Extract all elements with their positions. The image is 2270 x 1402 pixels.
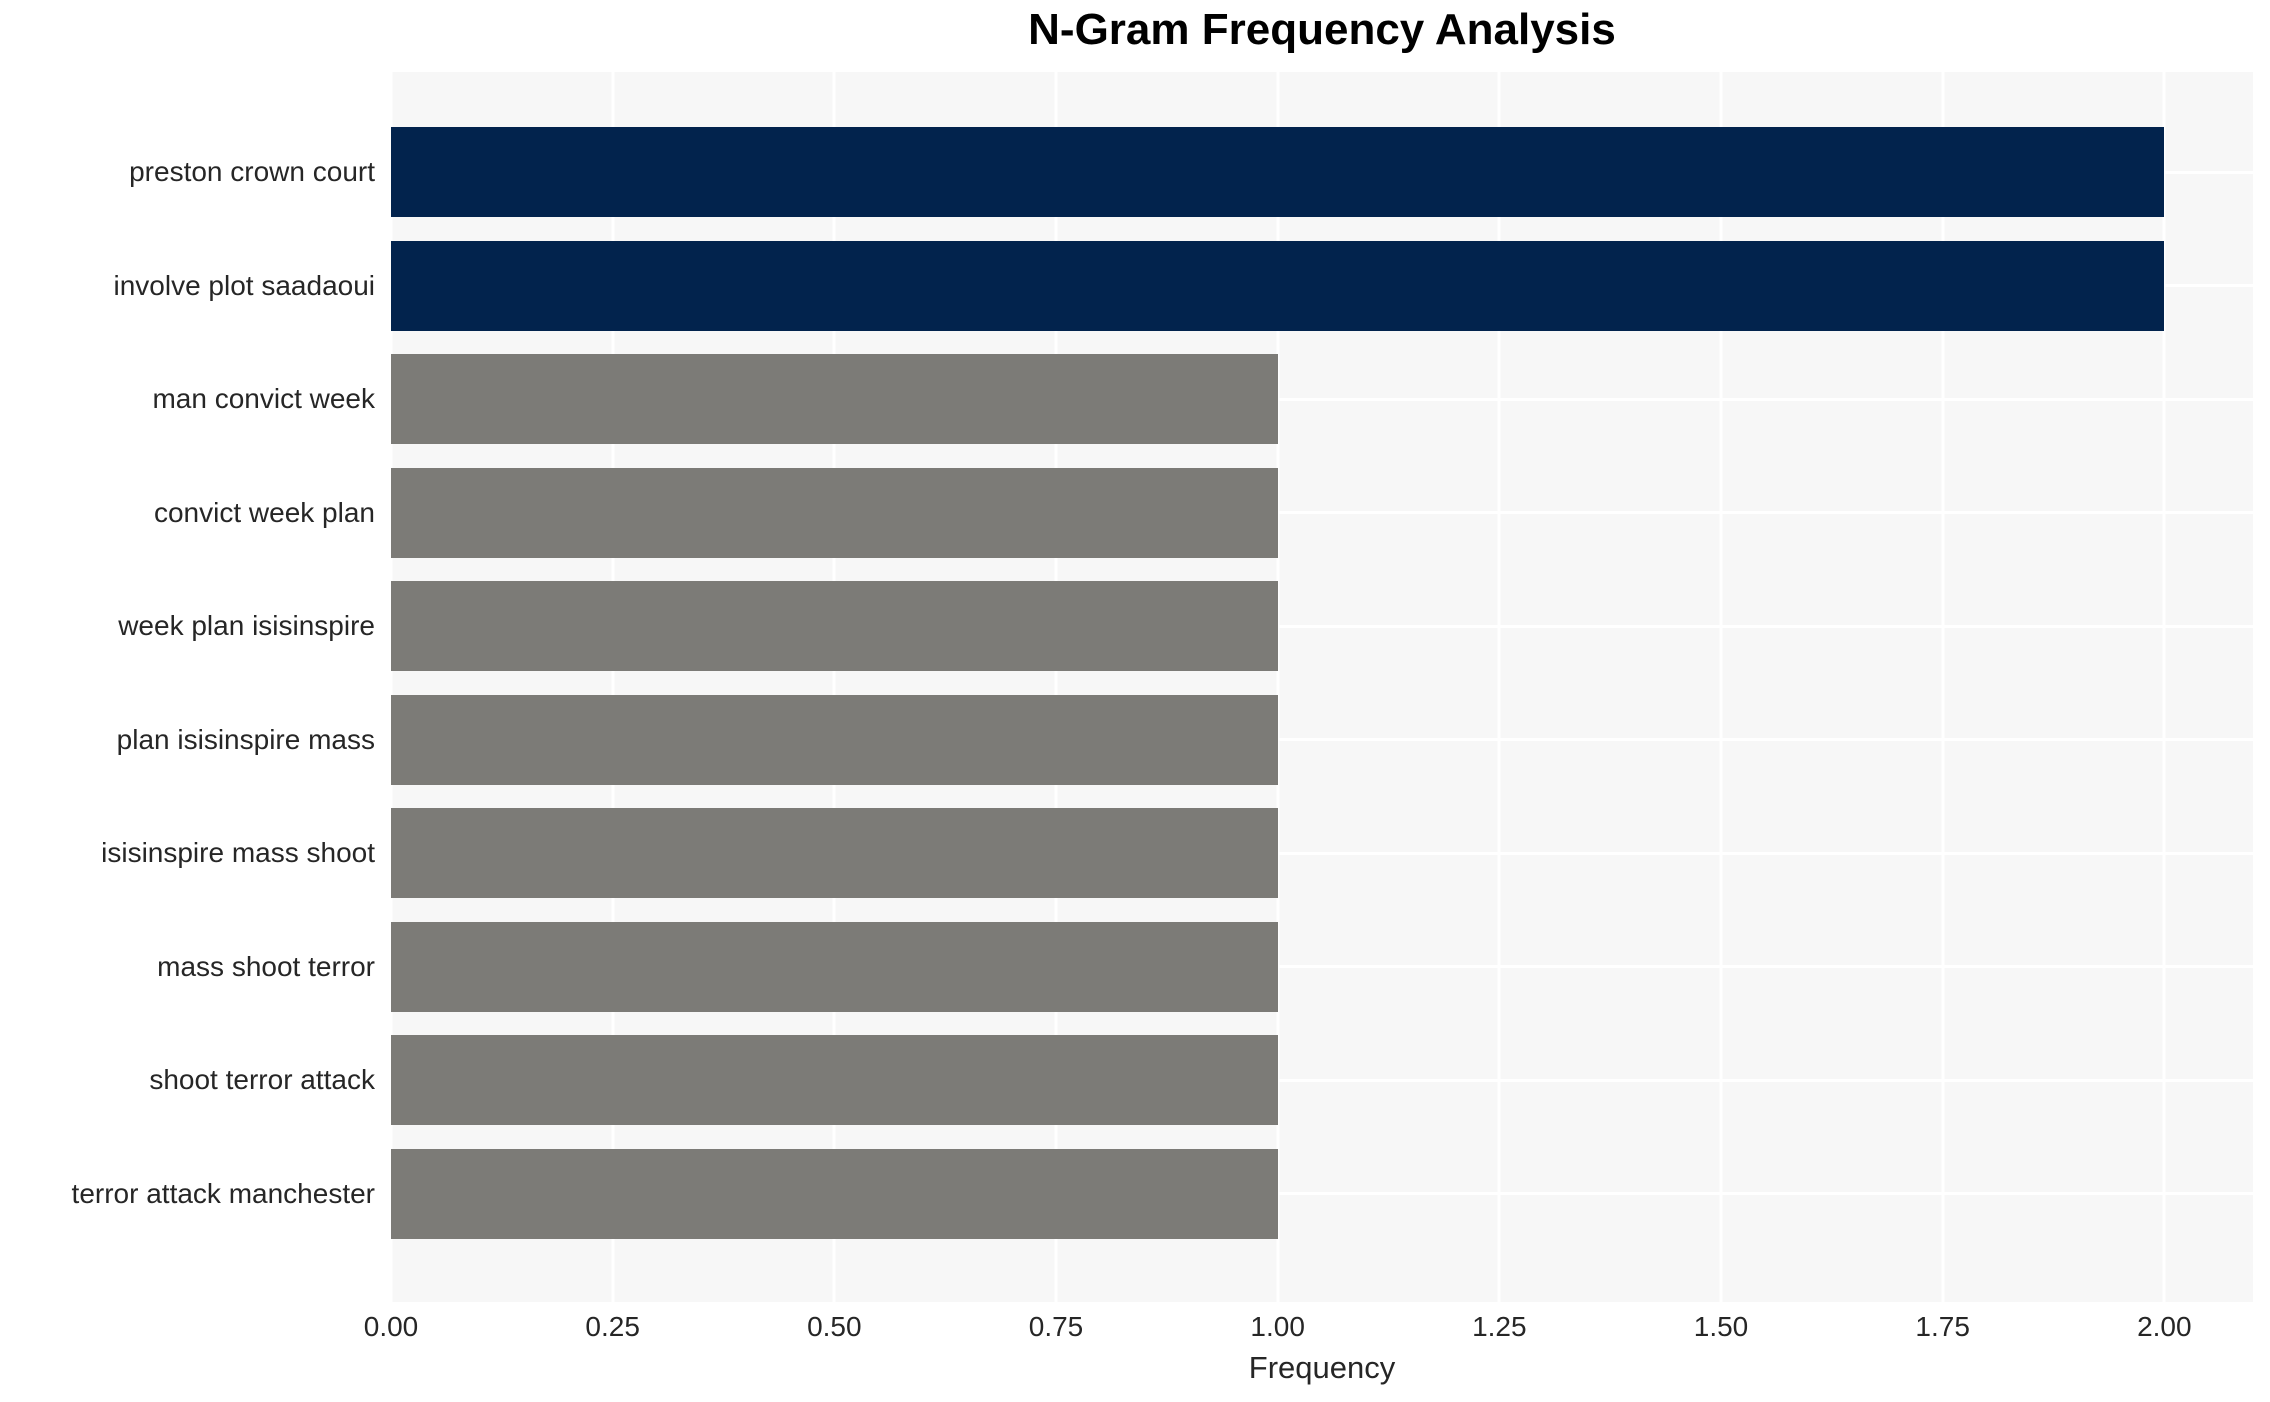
x-tick-label: 1.75 — [1915, 1311, 1970, 1342]
y-tick-label: preston crown court — [129, 156, 375, 187]
chart-row: preston crown court — [129, 127, 2253, 217]
chart-row: convict week plan — [154, 467, 2253, 558]
v-gridline — [832, 72, 836, 1302]
chart-row: man convict week — [152, 354, 2253, 445]
v-gridline — [611, 72, 615, 1302]
x-tick-label: 0.25 — [585, 1311, 640, 1342]
bar — [391, 921, 1278, 1012]
bar — [391, 354, 1278, 445]
chart-title: N-Gram Frequency Analysis — [1028, 5, 1616, 54]
v-gridline — [1276, 72, 1280, 1302]
y-tick-label: week plan isisinspire — [118, 610, 375, 642]
bar — [391, 467, 1278, 558]
chart-row: mass shoot terror — [157, 921, 2253, 1012]
bar — [391, 1035, 1278, 1126]
chart-row: week plan isisinspire — [118, 581, 2253, 672]
chart-row: isisinspire mass shoot — [101, 808, 2253, 899]
bar — [391, 240, 2165, 331]
x-axis: 0.00 0.25 0.50 0.75 1.00 1.25 1.50 1.75 2.00 — [364, 1311, 2253, 1347]
v-gridline — [1054, 72, 1058, 1302]
bar — [391, 1148, 1278, 1239]
bar — [391, 127, 2165, 217]
x-tick-label: 0.00 — [363, 1311, 419, 1342]
x-axis-label: Frequency — [1248, 1350, 1396, 1385]
x-tick-label: 0.75 — [1028, 1311, 1084, 1342]
y-tick-label: man convict week — [152, 383, 375, 415]
chart-row: involve plot saadaoui — [113, 240, 2253, 331]
bar-rows: preston crown court involve plot saadaoui… — [72, 72, 2253, 1302]
x-tick-label: 1.25 — [1472, 1311, 1527, 1342]
v-gridline — [389, 72, 393, 1302]
x-tick-label: 0.50 — [807, 1311, 862, 1342]
chart-row: terror attack manchester — [72, 1148, 2253, 1239]
x-tick-label: 1.00 — [1250, 1311, 1305, 1342]
v-gridline — [1497, 72, 1501, 1302]
y-tick-label: isisinspire mass shoot — [101, 837, 375, 869]
v-gridline — [1719, 72, 1723, 1302]
y-tick-label: involve plot saadaoui — [113, 269, 375, 301]
x-tick-label: 2.00 — [2137, 1311, 2192, 1342]
v-gridline — [1941, 72, 1945, 1302]
v-gridline — [2162, 72, 2166, 1302]
y-tick-label: terror attack manchester — [71, 1177, 375, 1209]
y-tick-label: mass shoot terror — [157, 950, 375, 982]
bar — [391, 808, 1278, 899]
bar — [391, 694, 1278, 785]
y-tick-label: convict week plan — [153, 496, 375, 528]
chart-row: plan isisinspire mass — [117, 694, 2253, 785]
x-tick-label: 1.50 — [1693, 1311, 1749, 1342]
y-tick-label: shoot terror attack — [149, 1064, 375, 1096]
y-tick-label: plan isisinspire mass — [116, 723, 375, 755]
chart-row: shoot terror attack — [149, 1035, 2253, 1126]
bar — [391, 581, 1278, 672]
plot-area: preston crown court involve plot saadaoui… — [72, 72, 2253, 1302]
